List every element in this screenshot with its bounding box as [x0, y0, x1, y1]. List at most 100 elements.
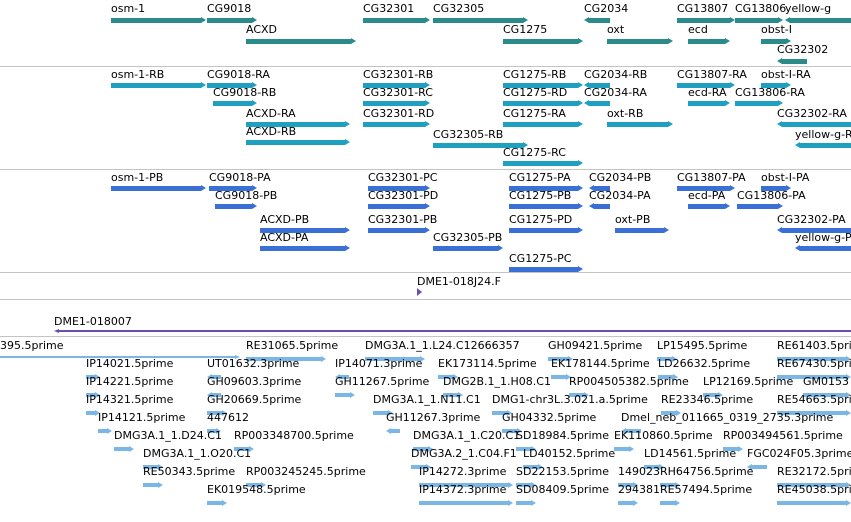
feature-bar[interactable] [86, 393, 95, 397]
feature-bar[interactable] [433, 18, 523, 23]
feature-bar[interactable] [433, 246, 498, 251]
feature-label[interactable]: LP15495.5prime [657, 339, 748, 352]
feature-bar[interactable] [411, 465, 426, 469]
feature-bar[interactable] [503, 83, 578, 88]
feature-label[interactable]: osm-1-RB [111, 68, 165, 81]
feature-label[interactable]: EK019548.5prime [207, 483, 306, 496]
feature-label[interactable]: IP14372.3prime [419, 483, 507, 496]
feature-bar[interactable] [777, 411, 846, 415]
feature-bar[interactable] [782, 228, 851, 233]
feature-label[interactable]: CG1275 [503, 23, 548, 36]
feature-label[interactable]: DME1-018J24.F [417, 275, 501, 288]
feature-label[interactable]: ecd-RA [688, 86, 727, 99]
feature-label[interactable]: obst-I-PA [761, 171, 810, 184]
feature-label[interactable]: FGC024F05.3prime [747, 447, 851, 460]
feature-bar[interactable] [213, 101, 252, 106]
feature-label[interactable]: oxt-PB [615, 213, 651, 226]
feature-label[interactable]: EK173114.5prime [438, 357, 537, 370]
feature-label[interactable]: ACXD-PA [260, 231, 309, 244]
feature-bar[interactable] [615, 228, 664, 233]
feature-label[interactable]: RE67430.5prime [777, 357, 851, 370]
feature-bar[interactable] [86, 375, 95, 379]
feature-label[interactable]: CG13806 [735, 2, 787, 15]
feature-bar[interactable] [433, 143, 523, 148]
feature-bar[interactable] [207, 83, 252, 88]
feature-label[interactable]: GH09603.3prime [207, 375, 302, 388]
feature-bar[interactable] [703, 393, 718, 397]
feature-label[interactable]: obst-I [761, 23, 792, 36]
feature-bar[interactable] [660, 483, 675, 487]
feature-label[interactable]: CG9018-PA [209, 171, 271, 184]
feature-label[interactable]: SD08409.5prime [516, 483, 609, 496]
feature-bar[interactable] [626, 429, 641, 433]
feature-bar[interactable] [111, 18, 201, 23]
feature-label[interactable]: DMG2B.1_1.H08.C1 [443, 375, 551, 388]
feature-bar[interactable] [59, 330, 851, 332]
feature-label[interactable]: RH64756.5prime [660, 465, 754, 478]
feature-bar[interactable] [340, 375, 349, 379]
feature-bar[interactable] [413, 447, 428, 451]
feature-label[interactable]: ACXD-RB [246, 125, 297, 138]
feature-label[interactable]: CG32305 [433, 2, 485, 15]
feature-bar[interactable] [246, 140, 345, 145]
feature-label[interactable]: LP12169.5prime [703, 375, 794, 388]
feature-label[interactable]: SD22153.5prime [516, 465, 609, 478]
feature-label[interactable]: LD40152.5prime [523, 447, 616, 460]
feature-bar[interactable] [143, 465, 158, 469]
feature-label[interactable]: RE50343.5prime [143, 465, 236, 478]
feature-bar[interactable] [492, 411, 507, 415]
feature-bar[interactable] [523, 465, 538, 469]
feature-label[interactable]: RP003494561.5prime [723, 429, 843, 442]
feature-label[interactable]: GH20669.5prime [207, 393, 302, 406]
feature-label[interactable]: CG13807 [677, 2, 729, 15]
feature-label[interactable]: SD18984.5prime [516, 429, 609, 442]
feature-bar[interactable] [443, 393, 458, 397]
feature-bar[interactable] [373, 411, 388, 415]
feature-bar[interactable] [688, 101, 725, 106]
feature-label[interactable]: LD26632.5prime [658, 357, 751, 370]
feature-bar[interactable] [363, 18, 425, 23]
feature-label[interactable]: osm-1-PB [111, 171, 164, 184]
feature-label[interactable]: IP14071.3prime [335, 357, 423, 370]
feature-bar[interactable] [657, 357, 672, 361]
feature-bar[interactable] [234, 447, 249, 451]
feature-bar[interactable] [509, 228, 578, 233]
feature-bar[interactable] [502, 429, 517, 433]
feature-bar[interactable] [677, 83, 730, 88]
feature-bar[interactable] [246, 483, 261, 487]
feature-label[interactable]: DMG1-chr3L.3.021.a.5prime [492, 393, 648, 406]
feature-bar[interactable] [143, 483, 158, 487]
feature-bar[interactable] [614, 447, 629, 451]
feature-bar[interactable] [363, 101, 425, 106]
feature-bar[interactable] [569, 393, 584, 397]
feature-bar[interactable] [589, 83, 610, 88]
feature-bar[interactable] [551, 375, 566, 379]
feature-bar[interactable] [607, 122, 668, 127]
feature-label[interactable]: Dmel_neb_011665_0319_2735.3prime [621, 411, 834, 424]
feature-bar[interactable] [677, 186, 730, 191]
feature-label[interactable]: GM0153 [803, 375, 850, 388]
feature-bar[interactable] [660, 501, 675, 505]
feature-bar[interactable] [594, 186, 610, 191]
feature-label[interactable]: CG1275-PB [509, 189, 572, 202]
feature-bar[interactable] [790, 18, 851, 23]
feature-label[interactable]: 395.5prime [0, 339, 64, 352]
feature-bar[interactable] [782, 59, 807, 64]
feature-bar[interactable] [594, 204, 610, 209]
feature-label[interactable]: yellow-g-PA [795, 231, 851, 244]
feature-bar[interactable] [723, 447, 738, 451]
feature-label[interactable]: DMG3A.1_1.O20.C1 [143, 447, 252, 460]
feature-label[interactable]: obst-I-RA [761, 68, 811, 81]
feature-label[interactable]: LD14561.5prime [644, 447, 737, 460]
feature-label[interactable]: RE32172.5prime [777, 465, 851, 478]
feature-label[interactable]: CG32302-RA [777, 107, 847, 120]
feature-label[interactable]: CG32305-PB [433, 231, 503, 244]
feature-label[interactable]: GH11267.5prime [335, 375, 430, 388]
feature-bar[interactable] [260, 246, 345, 251]
feature-label[interactable]: yellow-g [785, 2, 832, 15]
feature-bar[interactable] [777, 375, 846, 379]
feature-label[interactable]: IP14021.5prime [86, 357, 174, 370]
feature-bar[interactable] [207, 411, 222, 415]
feature-bar[interactable] [777, 501, 846, 505]
feature-label[interactable]: CG32301-RD [363, 107, 435, 120]
